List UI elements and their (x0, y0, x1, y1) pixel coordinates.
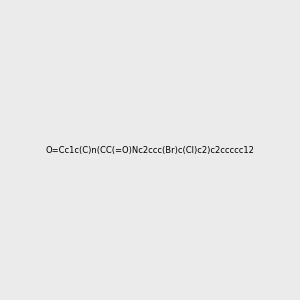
Text: O=Cc1c(C)n(CC(=O)Nc2ccc(Br)c(Cl)c2)c2ccccc12: O=Cc1c(C)n(CC(=O)Nc2ccc(Br)c(Cl)c2)c2ccc… (46, 146, 254, 154)
